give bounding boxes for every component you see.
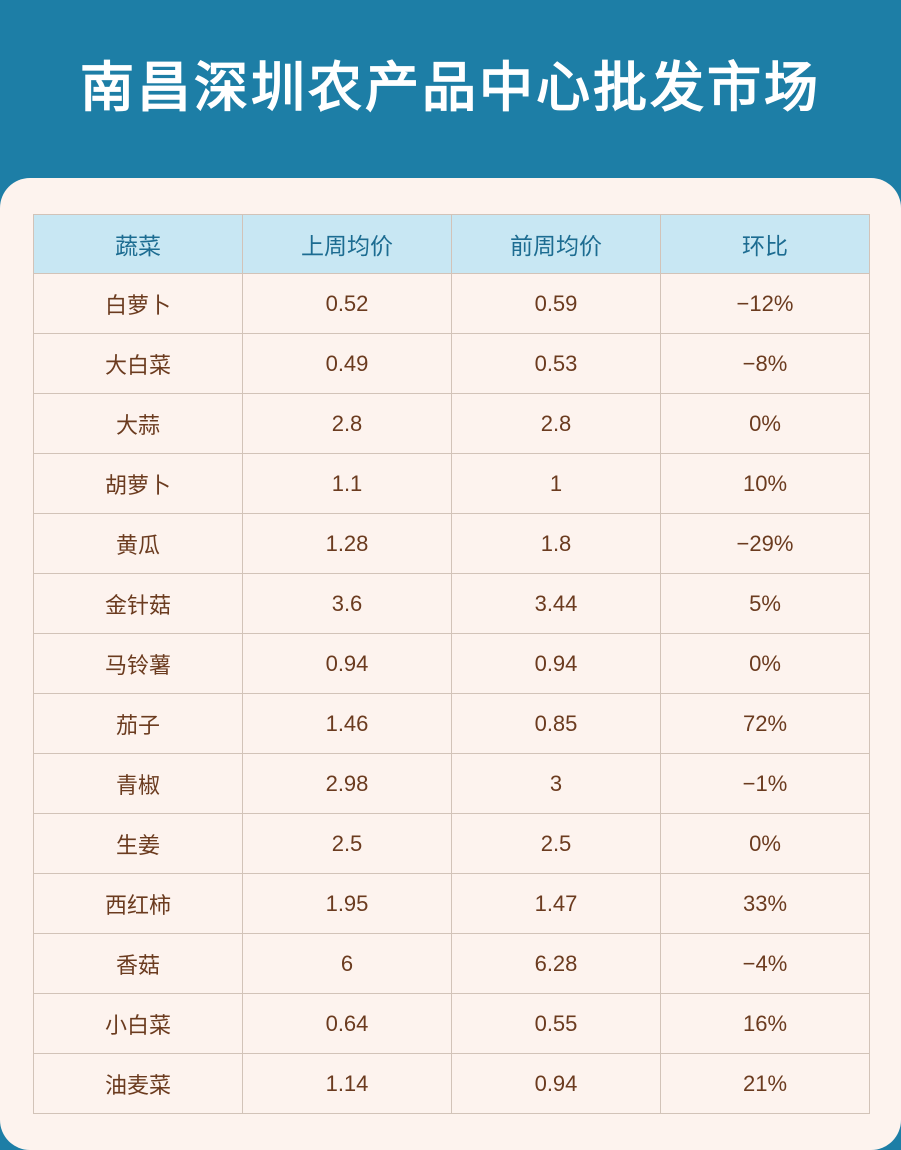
cell-change: 10% — [660, 453, 870, 514]
table-row: 黄瓜 1.28 1.8 −29% — [33, 513, 870, 574]
table-row: 油麦菜 1.14 0.94 21% — [33, 1053, 870, 1114]
cell-vegetable: 大蒜 — [33, 393, 243, 454]
table-row: 白萝卜 0.52 0.59 −12% — [33, 273, 870, 334]
cell-last-week-avg: 1.1 — [242, 453, 452, 514]
cell-vegetable: 香菇 — [33, 933, 243, 994]
cell-vegetable: 茄子 — [33, 693, 243, 754]
title-banner: 南昌深圳农产品中心批发市场 — [0, 0, 901, 178]
cell-prev-week-avg: 2.5 — [451, 813, 661, 874]
cell-change: 72% — [660, 693, 870, 754]
page-title: 南昌深圳农产品中心批发市场 — [80, 55, 821, 119]
table-header-row: 蔬菜 上周均价 前周均价 环比 — [33, 214, 870, 274]
cell-prev-week-avg: 1 — [451, 453, 661, 514]
cell-prev-week-avg: 1.47 — [451, 873, 661, 934]
cell-vegetable: 胡萝卜 — [33, 453, 243, 514]
cell-prev-week-avg: 0.53 — [451, 333, 661, 394]
cell-change: 5% — [660, 573, 870, 634]
cell-last-week-avg: 1.14 — [242, 1053, 452, 1114]
cell-prev-week-avg: 1.8 — [451, 513, 661, 574]
cell-prev-week-avg: 0.94 — [451, 633, 661, 694]
cell-prev-week-avg: 3 — [451, 753, 661, 814]
cell-vegetable: 生姜 — [33, 813, 243, 874]
cell-vegetable: 马铃薯 — [33, 633, 243, 694]
cell-last-week-avg: 0.49 — [242, 333, 452, 394]
cell-change: −8% — [660, 333, 870, 394]
cell-last-week-avg: 0.64 — [242, 993, 452, 1054]
cell-prev-week-avg: 0.85 — [451, 693, 661, 754]
cell-prev-week-avg: 6.28 — [451, 933, 661, 994]
cell-last-week-avg: 2.5 — [242, 813, 452, 874]
cell-prev-week-avg: 2.8 — [451, 393, 661, 454]
cell-vegetable: 青椒 — [33, 753, 243, 814]
table-card: 蔬菜 上周均价 前周均价 环比 白萝卜 0.52 0.59 −12% 大白菜 0.49 0.… — [0, 178, 901, 1150]
cell-change: 0% — [660, 633, 870, 694]
table-row: 青椒 2.98 3 −1% — [33, 753, 870, 814]
cell-last-week-avg: 1.28 — [242, 513, 452, 574]
table-row: 马铃薯 0.94 0.94 0% — [33, 633, 870, 694]
cell-last-week-avg: 1.95 — [242, 873, 452, 934]
table-row: 香菇 6 6.28 −4% — [33, 933, 870, 994]
header-change: 环比 — [660, 214, 870, 274]
header-prev-week-avg: 前周均价 — [451, 214, 661, 274]
table-row: 胡萝卜 1.1 1 10% — [33, 453, 870, 514]
cell-change: 0% — [660, 813, 870, 874]
cell-prev-week-avg: 0.59 — [451, 273, 661, 334]
cell-vegetable: 大白菜 — [33, 333, 243, 394]
table-row: 金针菇 3.6 3.44 5% — [33, 573, 870, 634]
cell-change: −29% — [660, 513, 870, 574]
table-row: 小白菜 0.64 0.55 16% — [33, 993, 870, 1054]
cell-change: 16% — [660, 993, 870, 1054]
cell-change: 0% — [660, 393, 870, 454]
table-row: 生姜 2.5 2.5 0% — [33, 813, 870, 874]
cell-last-week-avg: 6 — [242, 933, 452, 994]
cell-change: −12% — [660, 273, 870, 334]
cell-prev-week-avg: 3.44 — [451, 573, 661, 634]
cell-change: 21% — [660, 1053, 870, 1114]
cell-last-week-avg: 3.6 — [242, 573, 452, 634]
cell-prev-week-avg: 0.94 — [451, 1053, 661, 1114]
cell-last-week-avg: 2.98 — [242, 753, 452, 814]
table-row: 大白菜 0.49 0.53 −8% — [33, 333, 870, 394]
header-vegetable: 蔬菜 — [33, 214, 243, 274]
cell-last-week-avg: 1.46 — [242, 693, 452, 754]
cell-last-week-avg: 0.94 — [242, 633, 452, 694]
table-row: 茄子 1.46 0.85 72% — [33, 693, 870, 754]
cell-change: 33% — [660, 873, 870, 934]
header-last-week-avg: 上周均价 — [242, 214, 452, 274]
price-table: 蔬菜 上周均价 前周均价 环比 白萝卜 0.52 0.59 −12% 大白菜 0.49 0.… — [33, 214, 870, 1114]
table-body: 白萝卜 0.52 0.59 −12% 大白菜 0.49 0.53 −8% 大蒜 2.8 2.8 0% 胡… — [33, 273, 870, 1114]
cell-vegetable: 小白菜 — [33, 993, 243, 1054]
table-row: 大蒜 2.8 2.8 0% — [33, 393, 870, 454]
cell-last-week-avg: 0.52 — [242, 273, 452, 334]
cell-vegetable: 金针菇 — [33, 573, 243, 634]
cell-change: −1% — [660, 753, 870, 814]
cell-change: −4% — [660, 933, 870, 994]
cell-vegetable: 黄瓜 — [33, 513, 243, 574]
cell-vegetable: 油麦菜 — [33, 1053, 243, 1114]
table-row: 西红柿 1.95 1.47 33% — [33, 873, 870, 934]
cell-prev-week-avg: 0.55 — [451, 993, 661, 1054]
cell-vegetable: 白萝卜 — [33, 273, 243, 334]
cell-vegetable: 西红柿 — [33, 873, 243, 934]
cell-last-week-avg: 2.8 — [242, 393, 452, 454]
